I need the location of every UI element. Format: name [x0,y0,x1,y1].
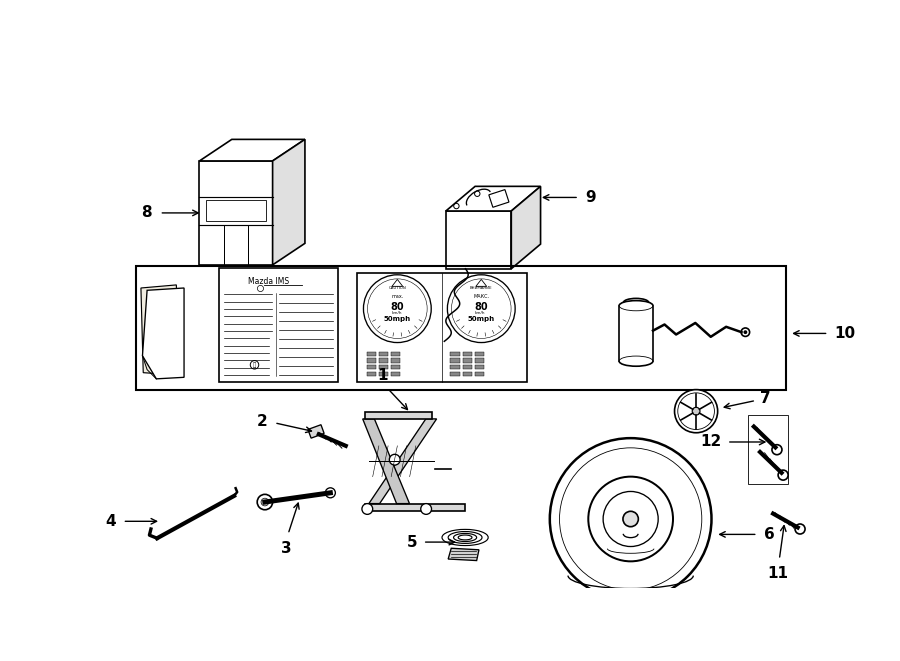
Bar [475,352,484,356]
Text: ВНИМАНИЕ: ВНИМАНИЕ [470,286,492,290]
Bar [379,371,388,375]
Polygon shape [200,161,273,265]
Bar [136,266,787,389]
Bar [219,268,338,382]
Bar [205,200,266,221]
Bar [451,365,460,369]
Polygon shape [363,419,410,504]
Bar [366,371,376,375]
Polygon shape [369,419,436,504]
Text: 6: 6 [764,527,775,542]
Polygon shape [142,288,184,379]
Polygon shape [273,139,305,265]
Text: 7: 7 [760,391,770,407]
Text: 50mph: 50mph [383,316,411,322]
Text: 50mph: 50mph [468,316,495,322]
Circle shape [589,477,673,561]
Circle shape [364,275,431,342]
Text: 80: 80 [391,302,404,312]
Text: km/h: km/h [475,311,486,315]
Polygon shape [511,186,541,269]
Bar [748,415,788,485]
Bar [379,352,388,356]
Circle shape [550,438,712,600]
Text: 12: 12 [700,434,722,449]
Polygon shape [448,548,479,561]
Text: 10: 10 [834,326,855,341]
Bar [308,425,324,438]
Text: 5: 5 [407,535,418,549]
Bar [392,358,400,363]
Circle shape [560,448,702,590]
Bar [379,358,388,363]
Bar [475,371,484,375]
Text: km/h: km/h [392,311,401,315]
Text: ⓢ: ⓢ [253,362,256,368]
Text: 9: 9 [585,190,596,205]
Circle shape [623,512,638,527]
Bar [475,358,484,363]
Circle shape [674,389,717,433]
Circle shape [261,498,269,506]
Bar [357,272,526,382]
Circle shape [442,343,446,348]
Circle shape [692,407,700,415]
Bar [463,365,472,369]
Circle shape [603,492,658,547]
Bar [451,352,460,356]
Polygon shape [200,139,305,161]
Circle shape [447,275,515,342]
Bar [451,371,460,375]
Bar [365,504,465,512]
Bar [366,358,376,363]
Text: Mazda IMS: Mazda IMS [248,277,290,286]
Circle shape [390,454,400,465]
Bar [463,358,472,363]
Polygon shape [446,186,541,211]
Circle shape [257,494,273,510]
Circle shape [743,330,747,334]
Text: 4: 4 [105,514,115,529]
Polygon shape [446,211,511,269]
Text: 1: 1 [377,368,388,383]
Text: 3: 3 [281,541,292,555]
Bar [392,371,400,375]
Text: 2: 2 [257,414,268,429]
Circle shape [678,393,715,430]
Bar [463,352,472,356]
Text: CAUTION: CAUTION [389,286,406,290]
Bar [475,365,484,369]
Text: 11: 11 [767,566,788,581]
Circle shape [325,488,336,498]
Bar [392,365,400,369]
Polygon shape [141,285,179,375]
Text: 80: 80 [474,302,488,312]
Bar [392,352,400,356]
Text: max.: max. [392,294,403,299]
Circle shape [439,340,449,350]
Bar [366,365,376,369]
Bar [365,412,431,419]
Bar [366,352,376,356]
Bar [463,371,472,375]
Bar [489,190,509,208]
Bar [379,365,388,369]
Text: 8: 8 [141,206,152,220]
Bar [451,358,460,363]
Circle shape [362,504,373,514]
Text: МАКС.: МАКС. [473,294,490,299]
Circle shape [420,504,431,514]
